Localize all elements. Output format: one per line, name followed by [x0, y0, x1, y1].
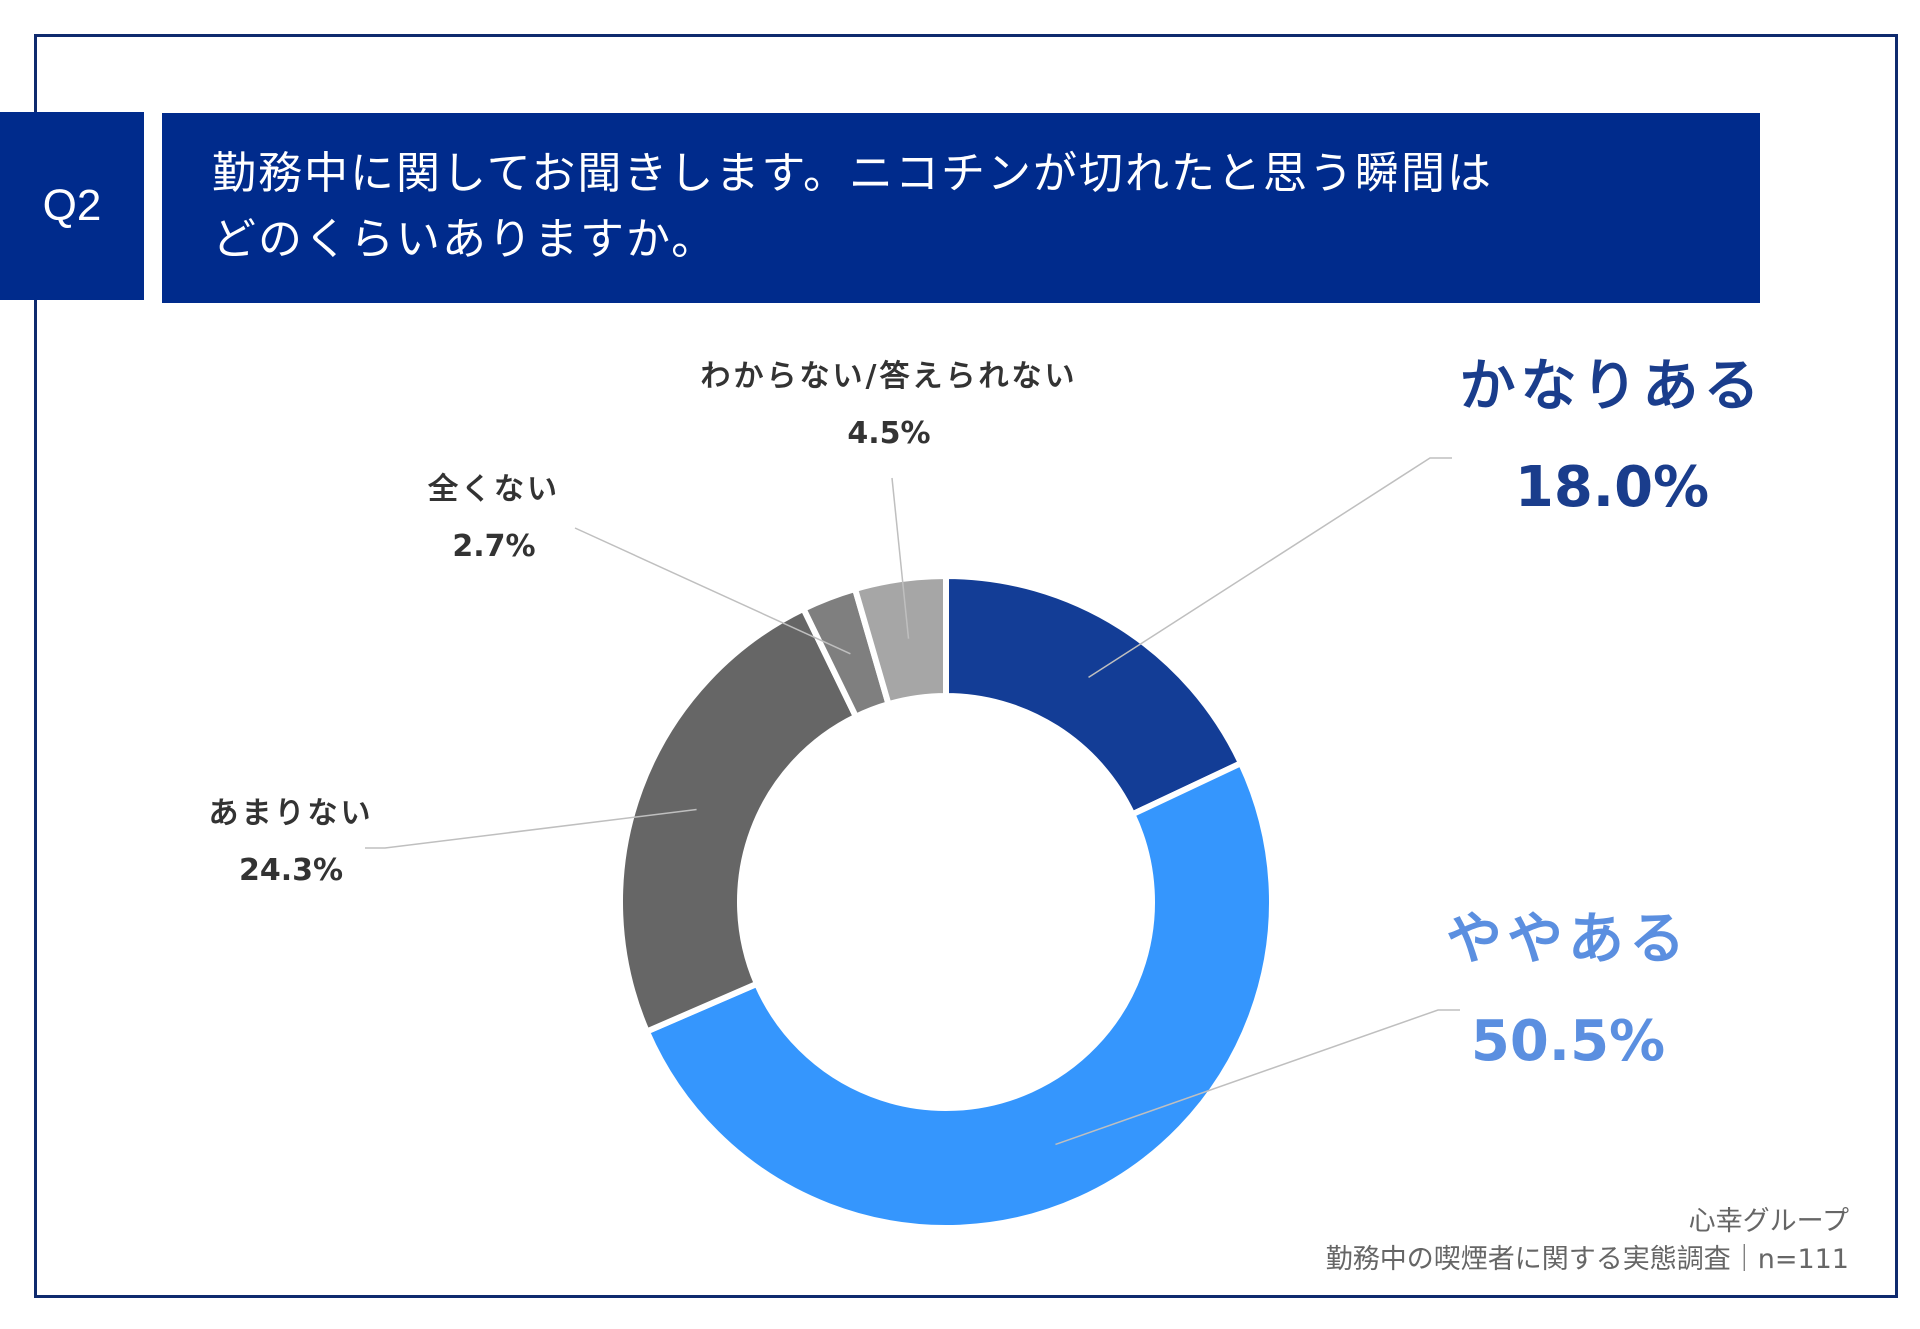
slice-label-mattaku-nai: 全くない [427, 472, 560, 507]
slice-label-amari-nai: あまりない [209, 796, 374, 831]
slice-wakaranai [851, 572, 949, 708]
slice-amari-nai [617, 604, 860, 1036]
leader-line-amari-nai [365, 808, 697, 849]
leader-lines [365, 457, 1460, 1146]
footer-source: 心幸グループ [1688, 1206, 1849, 1237]
footer: 心幸グループ 勤務中の喫煙者に関する実態調査｜n=111 [1326, 1203, 1849, 1279]
question-title-line-2: どのくらいありますか。 [212, 214, 718, 265]
slice-kanari-aru [943, 572, 1245, 819]
question-title-line-1: 勤務中に関してお聞きします。ニコチンが切れたと思う瞬間は [212, 148, 1493, 199]
footer-survey: 勤務中の喫煙者に関する実態調査｜n=111 [1325, 1244, 1849, 1275]
donut-slices [617, 572, 1275, 1232]
slice-yaya-aru [642, 759, 1275, 1232]
slice-value-amari-nai: 24.3% [239, 853, 343, 888]
leader-line-yaya-aru [1055, 1009, 1460, 1146]
slice-value-kanari-aru: 18.0% [1515, 455, 1709, 520]
question-number: Q2 [0, 112, 144, 300]
slice-value-wakaranai: 4.5% [847, 416, 930, 451]
slice-label-yaya-aru: ややある [1446, 907, 1690, 972]
slice-label-wakaranai: わからない/答えられない [701, 359, 1078, 394]
slice-value-yaya-aru: 50.5% [1471, 1009, 1665, 1074]
leader-line-kanari-aru [1088, 457, 1452, 679]
slice-label-kanari-aru: かなりある [1460, 354, 1765, 419]
slice-value-mattaku-nai: 2.7% [452, 529, 535, 564]
leader-line-wakaranai [891, 477, 910, 639]
slice-labels: かなりある 18.0% ややある 50.5% あまりない 24.3% 全くない 2.7% わから… [209, 354, 1765, 1074]
chart-frame [34, 34, 1898, 1298]
question-title: 勤務中に関してお聞きします。ニコチンが切れたと思う瞬間は どのくらいありますか。 [162, 113, 1760, 303]
leader-line-mattaku-nai [574, 527, 851, 655]
